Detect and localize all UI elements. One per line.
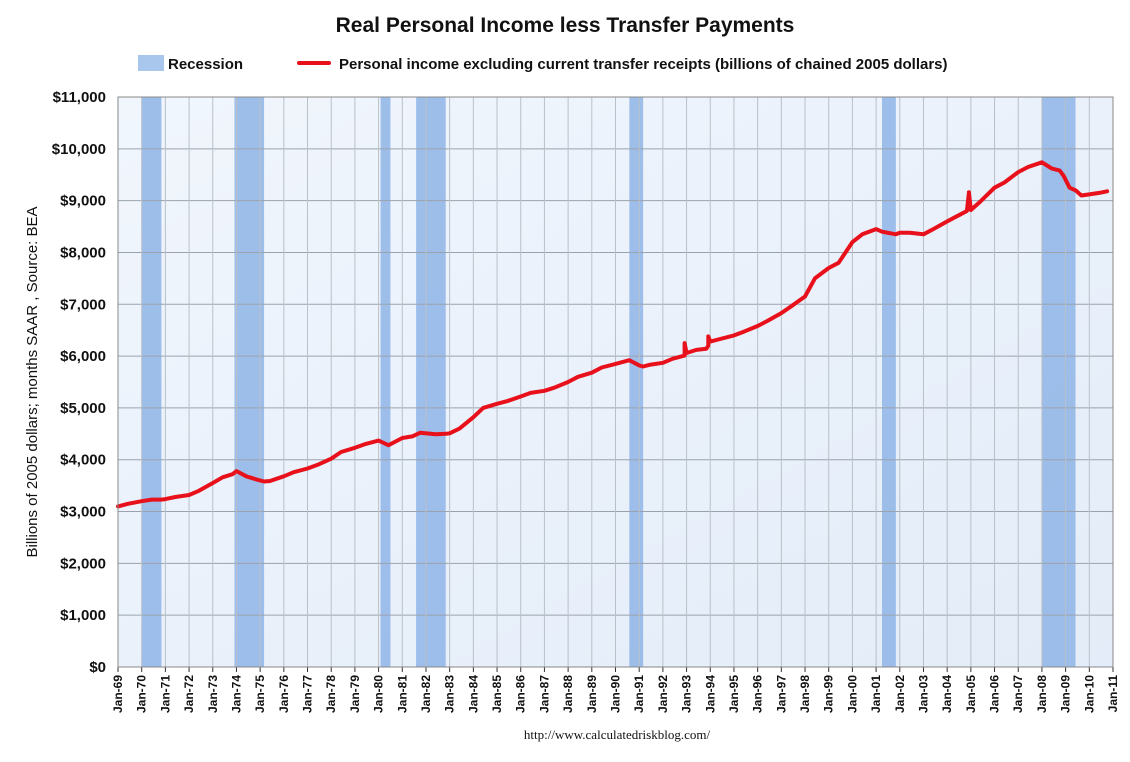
x-tick-label: Jan-06 bbox=[988, 675, 1002, 713]
x-tick-label: Jan-88 bbox=[561, 675, 575, 713]
x-tick-label: Jan-07 bbox=[1011, 675, 1025, 713]
y-tick-label: $4,000 bbox=[60, 452, 106, 469]
y-tick-label: $7,000 bbox=[60, 296, 106, 313]
chart-title: Real Personal Income less Transfer Payme… bbox=[336, 14, 795, 37]
series-layer bbox=[116, 160, 1110, 509]
x-tick-label: Jan-75 bbox=[253, 675, 267, 713]
x-tick-label: Jan-70 bbox=[135, 675, 149, 713]
x-tick-label: Jan-72 bbox=[182, 675, 196, 713]
y-axis-label: Billions of 2005 dollars; months SAAR , … bbox=[24, 206, 41, 557]
recession-band bbox=[141, 97, 162, 667]
legend-recession-label: Recession bbox=[168, 56, 243, 73]
legend-recession-swatch bbox=[138, 55, 164, 71]
y-tick-label: $5,000 bbox=[60, 400, 106, 417]
recession-band bbox=[380, 97, 391, 667]
x-tick-label: Jan-98 bbox=[798, 675, 812, 713]
gridlines bbox=[117, 96, 1114, 668]
x-tick-label: Jan-94 bbox=[703, 675, 717, 713]
x-tick-label: Jan-71 bbox=[158, 675, 172, 713]
y-tick-label: $0 bbox=[89, 659, 106, 676]
x-tick-label: Jan-79 bbox=[348, 675, 362, 713]
x-tick-label: Jan-04 bbox=[940, 675, 954, 713]
x-tick-label: Jan-81 bbox=[395, 675, 409, 713]
y-tick-label: $1,000 bbox=[60, 607, 106, 624]
plot-border bbox=[117, 96, 1114, 668]
y-tick-label: $3,000 bbox=[60, 504, 106, 521]
x-tick-label: Jan-11 bbox=[1106, 675, 1120, 713]
recession-band bbox=[234, 97, 265, 667]
x-tick-label: Jan-74 bbox=[229, 675, 243, 713]
x-tick-label: Jan-99 bbox=[822, 675, 836, 713]
x-tick-label: Jan-87 bbox=[537, 675, 551, 713]
x-tick-label: Jan-80 bbox=[372, 675, 386, 713]
x-tick-label: Jan-90 bbox=[609, 675, 623, 713]
x-axis-ticks: Jan-69 Jan-70 Jan-71 Jan-72 Jan-73 Jan-74 Jan-… bbox=[111, 667, 1120, 713]
recession-band bbox=[629, 97, 644, 667]
x-tick-label: Jan-96 bbox=[751, 675, 765, 713]
y-tick-label: $6,000 bbox=[60, 348, 106, 365]
x-tick-label: Jan-05 bbox=[964, 675, 978, 713]
x-tick-label: Jan-69 bbox=[111, 675, 125, 713]
y-tick-label: $10,000 bbox=[52, 141, 106, 158]
x-tick-label: Jan-91 bbox=[632, 675, 646, 713]
x-tick-label: Jan-02 bbox=[893, 675, 907, 713]
x-tick-label: Jan-09 bbox=[1059, 675, 1073, 713]
x-tick-label: Jan-92 bbox=[656, 675, 670, 713]
recession-band bbox=[416, 97, 446, 667]
x-tick-label: Jan-08 bbox=[1035, 675, 1049, 713]
x-tick-label: Jan-85 bbox=[490, 675, 504, 713]
y-tick-label: $2,000 bbox=[60, 555, 106, 572]
legend-income-label: Personal income excluding current transf… bbox=[339, 56, 948, 73]
recession-band bbox=[1041, 97, 1076, 667]
x-tick-label: Jan-89 bbox=[585, 675, 599, 713]
y-axis-ticks: $0 $1,000 $2,000 $3,000 $4,000 $5,000 $6,000 $7… bbox=[52, 89, 106, 676]
x-tick-label: Jan-93 bbox=[680, 675, 694, 713]
x-tick-label: Jan-78 bbox=[324, 675, 338, 713]
y-tick-label: $11,000 bbox=[53, 89, 106, 106]
x-tick-label: Jan-84 bbox=[466, 675, 480, 713]
y-tick-label: $9,000 bbox=[60, 193, 106, 210]
x-tick-label: Jan-77 bbox=[301, 675, 315, 713]
x-tick-label: Jan-73 bbox=[206, 675, 220, 713]
x-tick-label: Jan-03 bbox=[916, 675, 930, 713]
recession-band bbox=[882, 97, 896, 667]
x-tick-label: Jan-00 bbox=[845, 675, 859, 713]
x-tick-label: Jan-83 bbox=[443, 675, 457, 713]
y-tick-label: $8,000 bbox=[60, 244, 106, 261]
x-tick-label: Jan-82 bbox=[419, 675, 433, 713]
x-tick-label: Jan-01 bbox=[869, 675, 883, 713]
x-tick-label: Jan-97 bbox=[774, 675, 788, 713]
x-tick-label: Jan-95 bbox=[727, 675, 741, 713]
x-tick-label: Jan-76 bbox=[277, 675, 291, 713]
source-url: http://www.calculatedriskblog.com/ bbox=[524, 727, 711, 742]
income-series-line bbox=[116, 160, 1110, 509]
legend: Recession Personal income excluding curr… bbox=[138, 55, 948, 73]
x-tick-label: Jan-86 bbox=[514, 675, 528, 713]
x-tick-label: Jan-10 bbox=[1082, 675, 1096, 713]
